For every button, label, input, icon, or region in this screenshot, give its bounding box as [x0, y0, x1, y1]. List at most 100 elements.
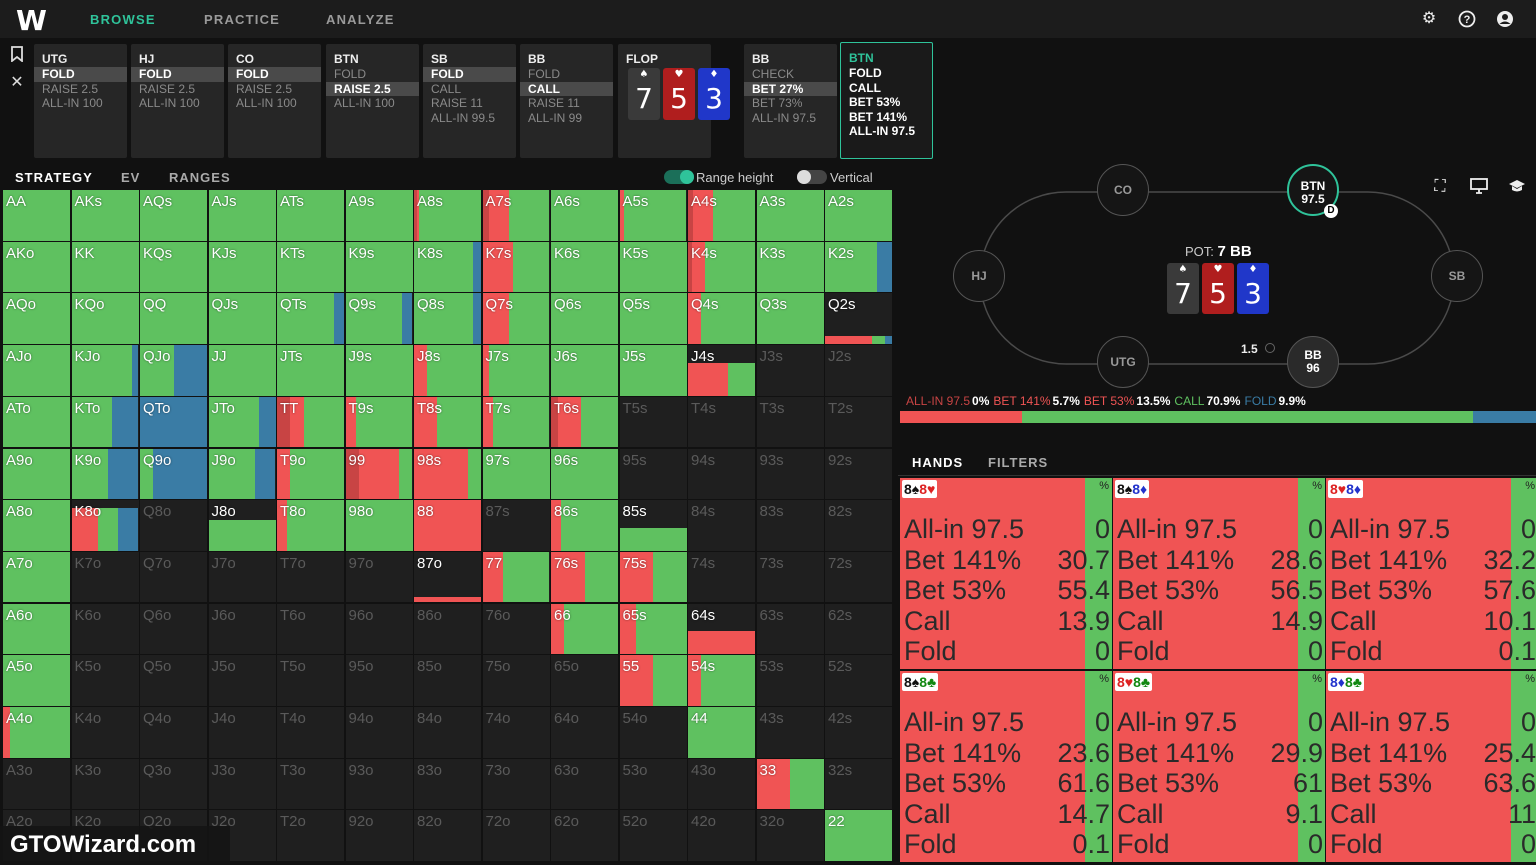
hand-cell[interactable]: 76s	[551, 551, 618, 603]
hand-cell[interactable]: K7s	[482, 241, 550, 293]
hand-cell[interactable]: A9o	[3, 448, 70, 499]
hand-cell[interactable]: KTs	[277, 241, 344, 293]
hand-cell[interactable]: AJs	[208, 190, 276, 241]
hand-cell[interactable]: QJo	[140, 345, 207, 396]
hand-cell[interactable]: 87o	[414, 551, 481, 603]
hand-cell[interactable]: 53s	[756, 655, 824, 706]
hand-cell[interactable]: 93o	[345, 758, 413, 810]
hand-cell[interactable]: KJs	[208, 241, 276, 293]
hand-cell[interactable]: ATo	[3, 396, 70, 448]
action-option[interactable]: ALL-IN 97.5	[849, 124, 916, 138]
hand-cell[interactable]: J6o	[208, 603, 276, 655]
hand-cell[interactable]: K6o	[71, 603, 139, 655]
seat-btn[interactable]: BTN 97.5	[1287, 164, 1339, 216]
hand-cell[interactable]: Q3o	[140, 758, 207, 810]
hand-cell[interactable]: 64o	[551, 707, 618, 758]
action-option[interactable]: RAISE 2.5	[139, 81, 196, 96]
position-card-bb[interactable]: BB FOLD CALL RAISE 11 ALL-IN 99	[520, 44, 613, 158]
hand-combo-card[interactable]: % 8♥8♣ All-in 97.5 0 Bet 141% 29.9 Bet 53% 61…	[1113, 671, 1325, 862]
hand-cell[interactable]: 94o	[345, 707, 413, 758]
hand-cell[interactable]: QTs	[277, 293, 344, 344]
hand-cell[interactable]: KQs	[140, 241, 207, 293]
hand-cell[interactable]: A9s	[345, 190, 413, 241]
hand-cell[interactable]: 43s	[756, 707, 824, 758]
bookmark-icon[interactable]	[8, 46, 26, 64]
hand-cell[interactable]: T4o	[277, 707, 344, 758]
hand-cell[interactable]: AQs	[140, 190, 207, 241]
hand-cell[interactable]: QQ	[140, 293, 207, 344]
hand-cell[interactable]: QJs	[208, 293, 276, 344]
hand-cell[interactable]: J9s	[345, 345, 413, 396]
hand-cell[interactable]: AQo	[3, 293, 70, 344]
tab-hands[interactable]: HANDS	[912, 455, 964, 470]
action-option[interactable]: RAISE 2.5	[236, 81, 293, 96]
hand-cell[interactable]: 22	[825, 810, 892, 861]
action-option[interactable]: FOLD	[849, 66, 882, 80]
hand-cell[interactable]: A4s	[688, 190, 755, 241]
hand-cell[interactable]: K6s	[551, 241, 618, 293]
hand-cell[interactable]: T7o	[277, 551, 344, 603]
hand-cell[interactable]: K8o	[71, 500, 139, 551]
hand-cell[interactable]: 65s	[619, 603, 687, 655]
hand-cell[interactable]: 75s	[619, 551, 687, 603]
hand-cell[interactable]: 65o	[551, 655, 618, 706]
action-option[interactable]: ALL-IN 97.5	[752, 110, 817, 125]
hand-cell[interactable]: KJo	[71, 345, 139, 396]
hand-cell[interactable]: 84s	[688, 500, 755, 551]
hand-cell[interactable]: AKo	[3, 241, 70, 293]
user-icon[interactable]	[1496, 10, 1514, 28]
hand-cell[interactable]: K3o	[71, 758, 139, 810]
hand-cell[interactable]: 64s	[688, 603, 755, 655]
hand-cell[interactable]: J3o	[208, 758, 276, 810]
help-icon[interactable]: ?	[1458, 10, 1476, 28]
hand-cell[interactable]: 99	[345, 448, 413, 499]
hand-cell[interactable]: K5o	[71, 655, 139, 706]
hand-cell[interactable]: 92s	[825, 448, 892, 499]
action-option[interactable]: CHECK	[752, 67, 795, 81]
hand-cell[interactable]: 88	[414, 500, 481, 551]
postflop-card-bb[interactable]: BB CHECK BET 27% BET 73% ALL-IN 97.5	[744, 44, 837, 158]
hand-cell[interactable]: 73o	[482, 758, 550, 810]
hand-cell[interactable]: 63s	[756, 603, 824, 655]
hand-cell[interactable]: Q2s	[825, 293, 892, 344]
hand-cell[interactable]: 72s	[825, 551, 892, 603]
hand-cell[interactable]: 54o	[619, 707, 687, 758]
hand-cell[interactable]: Q6s	[551, 293, 618, 344]
hand-cell[interactable]: ATs	[277, 190, 344, 241]
hand-cell[interactable]: K9o	[71, 448, 139, 499]
hand-cell[interactable]: 32s	[825, 758, 892, 810]
hand-cell[interactable]: 33	[756, 758, 824, 810]
hand-cell[interactable]: J4o	[208, 707, 276, 758]
position-card-btn[interactable]: BTN FOLD RAISE 2.5 ALL-IN 100	[326, 44, 419, 158]
hand-cell[interactable]: T8s	[414, 396, 481, 448]
position-card-utg[interactable]: UTG FOLD RAISE 2.5 ALL-IN 100	[34, 44, 127, 158]
action-option[interactable]: FOLD	[528, 67, 561, 81]
hand-cell[interactable]: 74o	[482, 707, 550, 758]
action-option[interactable]: FOLD	[228, 67, 321, 82]
hand-combo-card[interactable]: % 8♠8♦ All-in 97.5 0 Bet 141% 28.6 Bet 53% 56…	[1113, 478, 1325, 669]
hand-cell[interactable]: T9s	[345, 396, 413, 448]
hand-cell[interactable]: J9o	[208, 448, 276, 499]
hand-cell[interactable]: 42s	[825, 707, 892, 758]
hand-cell[interactable]: A3s	[756, 190, 824, 241]
hand-cell[interactable]: T6o	[277, 603, 344, 655]
hand-cell[interactable]: Q8o	[140, 500, 207, 551]
nav-tab-practice[interactable]: PRACTICE	[204, 12, 281, 27]
action-option[interactable]: BET 27%	[744, 81, 837, 96]
hand-cell[interactable]: 66	[551, 603, 618, 655]
hand-cell[interactable]: K9s	[345, 241, 413, 293]
hand-cell[interactable]: 32o	[756, 810, 824, 861]
action-option[interactable]: FOLD	[34, 67, 127, 82]
hand-cell[interactable]: 92o	[345, 810, 413, 861]
hand-cell[interactable]: AA	[3, 190, 70, 241]
hand-cell[interactable]: 55	[619, 655, 687, 706]
tab-ranges[interactable]: RANGES	[169, 170, 231, 185]
postflop-card-btn[interactable]: BTN FOLD CALL BET 53% BET 141% ALL-IN 97.5	[840, 42, 933, 159]
hand-cell[interactable]: JTo	[208, 396, 276, 448]
hand-cell[interactable]: A2s	[825, 190, 892, 241]
hand-combo-card[interactable]: % 8♠8♥ All-in 97.5 0 Bet 141% 30.7 Bet 53% 55…	[900, 478, 1112, 669]
action-option[interactable]: ALL-IN 99.5	[431, 110, 496, 125]
hand-cell[interactable]: A6o	[3, 603, 70, 655]
hand-cell[interactable]: K4s	[688, 241, 755, 293]
hand-cell[interactable]: 97o	[345, 551, 413, 603]
